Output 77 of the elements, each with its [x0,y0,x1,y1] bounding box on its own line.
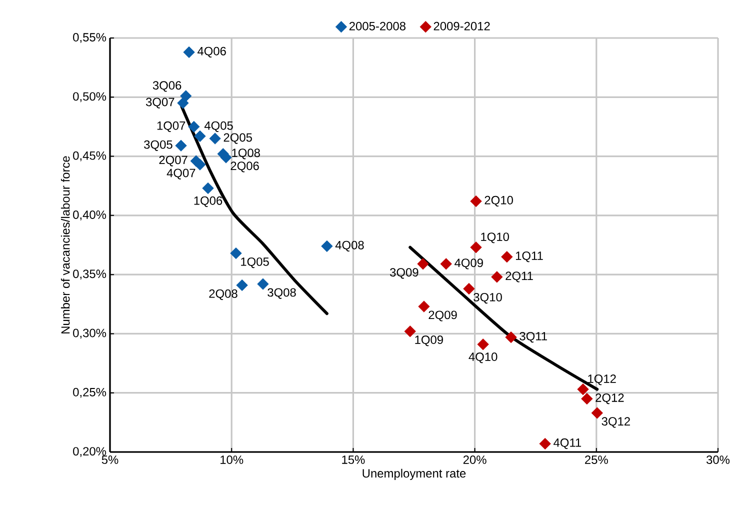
point [257,278,269,290]
annotation: 4Q08 [335,240,364,252]
point [236,279,248,292]
annotation: 1Q05 [241,257,269,268]
y-tick-label: 0,40% [73,210,106,220]
point [577,383,589,396]
annotation: 1Q10 [481,232,509,244]
point [183,46,195,58]
annotation: 3Q08 [268,288,296,299]
y-tick-label: 0,45% [73,151,106,162]
x-tick-label: 25% [585,456,608,464]
point [194,158,206,170]
y-tick-label: 0,20% [73,447,106,457]
annotation: 2Q11 [506,272,533,282]
annotation: 3Q05 [144,140,172,151]
annotation: 3Q06 [152,81,182,92]
point [202,182,214,194]
y-tick-label: 0,30% [73,328,106,339]
x-tick-label: 20% [463,456,486,464]
annotation: 3Q11 [520,332,547,343]
x-tick-label: 30% [706,456,730,464]
point [175,140,187,152]
point [491,271,503,283]
annotation: 1Q07 [157,121,186,132]
annotation: 2Q09 [428,310,457,322]
legend-label: 2009-2012 [434,22,490,30]
point [591,407,603,419]
annotation: 4Q10 [468,352,498,364]
point [230,247,242,260]
point [404,326,416,338]
x-tick-label: 5% [102,456,118,464]
y-tick-label: 0,35% [73,270,106,280]
annotation: 3Q09 [390,268,418,279]
annotation: 1Q08 [232,148,260,160]
annotation: 2Q08 [209,289,238,300]
annotation: 1Q11 [516,252,543,262]
point [470,242,482,254]
annotation: 3Q10 [474,292,502,304]
annotation: 4Q09 [454,258,483,270]
annotation: 4Q06 [197,46,226,58]
annotation: 3Q07 [146,98,174,108]
annotation: 2Q10 [484,196,513,207]
point [194,130,206,142]
annotation: 1Q06 [194,196,222,208]
annotation: 2Q06 [230,162,259,172]
annotation: 4Q05 [204,121,233,132]
point [209,132,221,144]
point [177,97,189,109]
x-tick-label: 10% [220,456,244,464]
annotation: 2Q07 [159,156,188,166]
point [440,258,452,270]
annotation: 1Q12 [588,374,616,386]
point [477,338,489,350]
annotation: 2Q05 [224,133,252,144]
annotation: 2Q12 [596,393,624,404]
point [188,120,200,133]
annotation: 4Q07 [166,168,196,180]
y-axis-title: Number of vacancies/labour force [60,156,70,334]
y-tick-label: 0,25% [73,388,106,398]
x-tick-label: 15% [342,456,365,464]
y-tick-label: 0,55% [73,33,106,43]
point [505,331,517,344]
point [321,240,333,252]
point [581,392,593,405]
point [418,300,430,312]
annotation: 4Q11 [554,438,582,450]
x-axis-title: Unemployment rate [362,468,466,480]
annotation: 1Q09 [415,336,443,346]
annotation: 3Q12 [602,417,630,428]
point [463,282,475,295]
point [470,195,482,208]
point [417,258,429,270]
point [180,90,192,102]
point [539,438,551,450]
point [501,250,513,263]
y-tick-label: 0,50% [73,92,106,102]
legend-label: 2005-2008 [349,22,406,30]
